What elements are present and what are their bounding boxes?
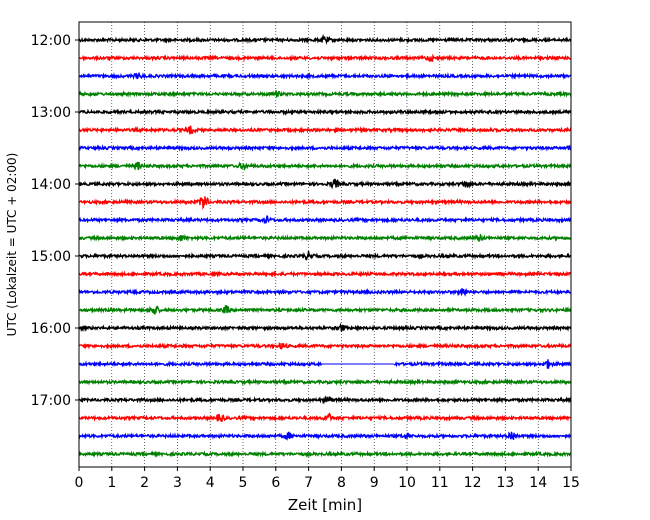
trace-1200 [78,33,572,46]
trace-1415 [78,196,572,210]
x-tick-label-8: 8 [337,475,346,491]
x-axis-label: Zeit [min] [288,496,362,514]
vertical-grid-lines [111,22,539,467]
trace-1500 [78,250,572,261]
x-tick-label-10: 10 [398,475,416,491]
trace-1545 [78,304,572,315]
plot-frame [78,21,572,468]
x-tick-label-4: 4 [206,475,215,491]
trace-1430 [78,215,572,224]
trace-1600 [78,322,572,332]
trace-1445 [78,233,572,242]
axis-ticks: 0 1 2 3 4 5 6 7 8 9 10 11 12 13 14 1512:0013:0014:0015:… [31,33,580,491]
trace-1300 [78,108,572,116]
x-tick-label-9: 9 [370,475,379,491]
x-tick-label-2: 2 [140,475,149,491]
x-tick-label-12: 12 [464,475,482,491]
trace-group [78,33,572,459]
x-tick-label-3: 3 [173,475,182,491]
y-axis-label: UTC (Lokalzeit = UTC + 02:00) [5,153,19,337]
x-tick-label-7: 7 [304,475,313,491]
x-tick-label-13: 13 [496,475,514,491]
y-tick-label-1300: 13:00 [31,105,71,121]
trace-1215 [78,53,572,63]
y-tick-label-1200: 12:00 [31,33,71,49]
trace-1645 [78,377,572,386]
trace-1700 [78,395,572,405]
trace-1345 [78,161,572,172]
trace-1515 [78,269,572,279]
y-tick-label-1500: 15:00 [31,249,71,265]
x-tick-label-14: 14 [529,475,547,491]
x-tick-label-0: 0 [75,475,84,491]
trace-1730 [78,431,572,441]
trace-1400 [78,178,572,190]
trace-1530 [78,287,572,297]
trace-1230 [78,72,572,81]
trace-1245 [78,89,572,99]
x-tick-label-1: 1 [107,475,116,491]
trace-1630 [78,359,572,369]
y-tick-label-1700: 17:00 [31,393,71,409]
trace-1615 [78,342,572,350]
trace-1745 [78,449,572,459]
trace-1715 [78,412,572,422]
x-tick-label-6: 6 [271,475,280,491]
trace-1330 [78,144,572,152]
x-tick-label-5: 5 [239,475,248,491]
y-tick-label-1600: 16:00 [31,321,71,337]
x-tick-label-11: 11 [431,475,449,491]
y-tick-label-1400: 14:00 [31,177,71,193]
x-tick-label-15: 15 [562,475,580,491]
trace-1315 [78,125,572,135]
